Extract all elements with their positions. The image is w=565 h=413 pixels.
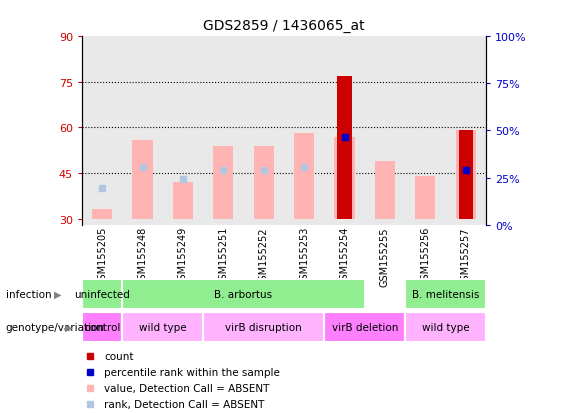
Bar — [82, 37, 122, 225]
Text: control: control — [84, 322, 120, 332]
Bar — [203, 313, 324, 342]
Bar — [122, 313, 203, 342]
Bar — [82, 313, 122, 342]
Bar — [415, 177, 436, 219]
Bar — [375, 161, 395, 219]
Bar — [324, 37, 365, 225]
Bar — [122, 37, 163, 225]
Bar — [92, 210, 112, 219]
Bar — [405, 313, 486, 342]
Text: virB disruption: virB disruption — [225, 322, 302, 332]
Text: rank, Detection Call = ABSENT: rank, Detection Call = ABSENT — [104, 399, 264, 409]
Bar — [244, 37, 284, 225]
Title: GDS2859 / 1436065_at: GDS2859 / 1436065_at — [203, 19, 365, 33]
Text: B. arbortus: B. arbortus — [215, 289, 272, 299]
Text: wild type: wild type — [421, 322, 470, 332]
Bar — [284, 37, 324, 225]
Text: percentile rank within the sample: percentile rank within the sample — [104, 368, 280, 377]
Bar — [254, 146, 274, 219]
Bar — [122, 280, 365, 309]
Bar — [82, 280, 122, 309]
Bar — [459, 131, 473, 219]
Bar — [163, 37, 203, 225]
Bar — [365, 37, 405, 225]
Text: value, Detection Call = ABSENT: value, Detection Call = ABSENT — [104, 383, 270, 393]
Text: uninfected: uninfected — [74, 289, 130, 299]
Text: ▶: ▶ — [54, 289, 61, 299]
Text: virB deletion: virB deletion — [332, 322, 398, 332]
Bar — [446, 37, 486, 225]
Bar — [337, 76, 351, 219]
Bar — [455, 131, 476, 219]
Bar — [173, 183, 193, 219]
Bar — [294, 134, 314, 219]
Text: count: count — [104, 351, 134, 361]
Text: genotype/variation: genotype/variation — [6, 322, 105, 332]
Bar — [334, 137, 355, 219]
Bar — [405, 280, 486, 309]
Text: ▶: ▶ — [65, 322, 72, 332]
Bar — [132, 140, 153, 219]
Text: infection: infection — [6, 289, 51, 299]
Bar — [203, 37, 244, 225]
Bar — [405, 37, 445, 225]
Text: wild type: wild type — [139, 322, 186, 332]
Bar — [213, 146, 233, 219]
Text: B. melitensis: B. melitensis — [412, 289, 479, 299]
Bar — [324, 313, 405, 342]
